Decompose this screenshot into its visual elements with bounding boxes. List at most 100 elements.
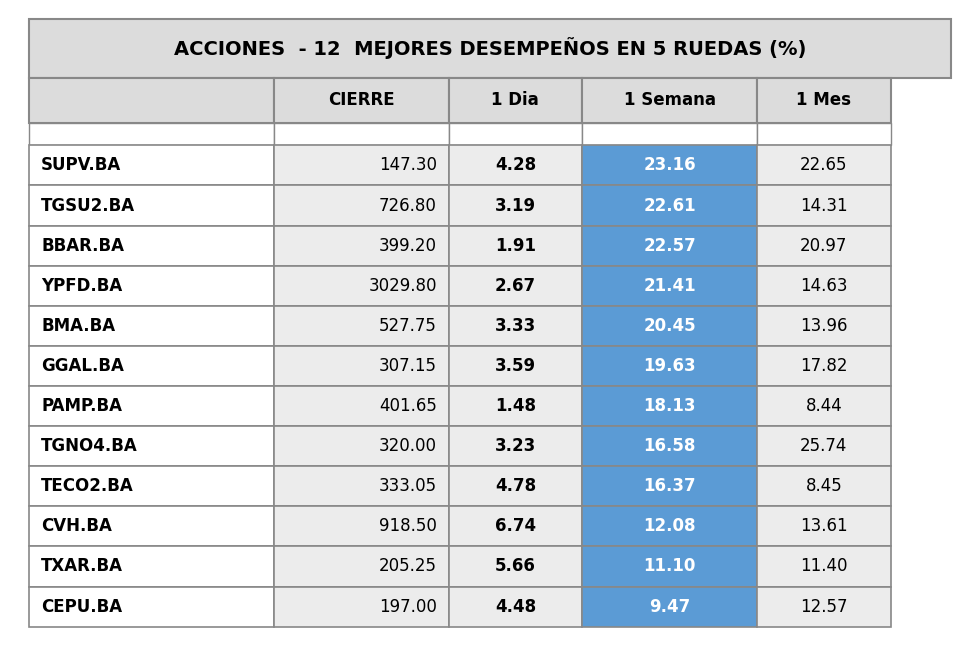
Text: 1 Mes: 1 Mes: [797, 91, 852, 109]
Text: 13.96: 13.96: [801, 317, 848, 335]
Bar: [582, 506, 758, 547]
Text: 333.05: 333.05: [378, 477, 437, 495]
Bar: [449, 346, 582, 386]
Bar: [273, 225, 449, 266]
Text: TECO2.BA: TECO2.BA: [41, 477, 134, 495]
Bar: [273, 547, 449, 587]
Bar: [449, 386, 582, 426]
Bar: [758, 306, 891, 346]
Bar: [273, 145, 449, 185]
Text: 25.74: 25.74: [801, 437, 848, 455]
Bar: [29, 185, 273, 225]
Text: 1 Dia: 1 Dia: [491, 91, 539, 109]
Bar: [449, 225, 582, 266]
Bar: [449, 547, 582, 587]
Text: 8.44: 8.44: [806, 397, 842, 415]
Bar: [758, 266, 891, 306]
Text: 527.75: 527.75: [379, 317, 437, 335]
Bar: [29, 78, 273, 123]
Bar: [582, 306, 758, 346]
Bar: [29, 123, 273, 145]
Bar: [29, 426, 273, 466]
Text: 320.00: 320.00: [379, 437, 437, 455]
Bar: [582, 123, 758, 145]
Text: 13.61: 13.61: [800, 517, 848, 536]
Bar: [582, 426, 758, 466]
Text: 20.97: 20.97: [801, 236, 848, 255]
Bar: [29, 266, 273, 306]
Text: 3.59: 3.59: [495, 357, 536, 375]
Bar: [449, 123, 582, 145]
Text: 4.28: 4.28: [495, 156, 536, 174]
Text: 3029.80: 3029.80: [368, 276, 437, 295]
Text: 12.08: 12.08: [644, 517, 696, 536]
Text: CEPU.BA: CEPU.BA: [41, 598, 122, 616]
Bar: [582, 225, 758, 266]
Text: CIERRE: CIERRE: [327, 91, 394, 109]
Bar: [29, 506, 273, 547]
Text: 17.82: 17.82: [801, 357, 848, 375]
Bar: [29, 145, 273, 185]
Bar: [29, 225, 273, 266]
Bar: [29, 547, 273, 587]
Bar: [758, 346, 891, 386]
Text: 21.41: 21.41: [643, 276, 696, 295]
Text: 22.61: 22.61: [643, 196, 696, 214]
Bar: [758, 145, 891, 185]
Bar: [273, 466, 449, 506]
Text: 8.45: 8.45: [806, 477, 842, 495]
Bar: [273, 587, 449, 627]
Bar: [582, 145, 758, 185]
Text: 205.25: 205.25: [379, 557, 437, 576]
Bar: [273, 266, 449, 306]
Bar: [758, 547, 891, 587]
Text: 22.65: 22.65: [801, 156, 848, 174]
Text: 147.30: 147.30: [379, 156, 437, 174]
Bar: [758, 386, 891, 426]
Text: TGNO4.BA: TGNO4.BA: [41, 437, 138, 455]
Text: 399.20: 399.20: [379, 236, 437, 255]
Text: PAMP.BA: PAMP.BA: [41, 397, 122, 415]
Bar: [29, 466, 273, 506]
Bar: [449, 426, 582, 466]
Text: 11.40: 11.40: [801, 557, 848, 576]
Bar: [582, 386, 758, 426]
Text: 3.23: 3.23: [495, 437, 536, 455]
Bar: [273, 306, 449, 346]
Text: 9.47: 9.47: [649, 598, 690, 616]
Bar: [273, 123, 449, 145]
Bar: [449, 145, 582, 185]
Bar: [758, 506, 891, 547]
Bar: [582, 78, 758, 123]
Text: 726.80: 726.80: [379, 196, 437, 214]
Text: 23.16: 23.16: [643, 156, 696, 174]
Bar: [449, 185, 582, 225]
Bar: [582, 547, 758, 587]
Bar: [582, 466, 758, 506]
Text: 197.00: 197.00: [379, 598, 437, 616]
Text: ACCIONES  - 12  MEJORES DESEMPEÑOS EN 5 RUEDAS (%): ACCIONES - 12 MEJORES DESEMPEÑOS EN 5 RU…: [173, 37, 807, 59]
Bar: [273, 185, 449, 225]
Text: 14.31: 14.31: [800, 196, 848, 214]
Bar: [273, 426, 449, 466]
Bar: [758, 225, 891, 266]
Text: BMA.BA: BMA.BA: [41, 317, 116, 335]
Text: 14.63: 14.63: [801, 276, 848, 295]
Text: 307.15: 307.15: [379, 357, 437, 375]
Text: 6.74: 6.74: [495, 517, 536, 536]
Bar: [273, 346, 449, 386]
Text: 18.13: 18.13: [644, 397, 696, 415]
Bar: [758, 185, 891, 225]
Text: 1.91: 1.91: [495, 236, 536, 255]
Bar: [29, 306, 273, 346]
Text: 22.57: 22.57: [643, 236, 696, 255]
Bar: [29, 346, 273, 386]
Bar: [273, 78, 449, 123]
Bar: [29, 19, 951, 78]
Bar: [449, 587, 582, 627]
Text: 4.78: 4.78: [495, 477, 536, 495]
Bar: [449, 306, 582, 346]
Text: 2.67: 2.67: [495, 276, 536, 295]
Bar: [29, 587, 273, 627]
Bar: [758, 78, 891, 123]
